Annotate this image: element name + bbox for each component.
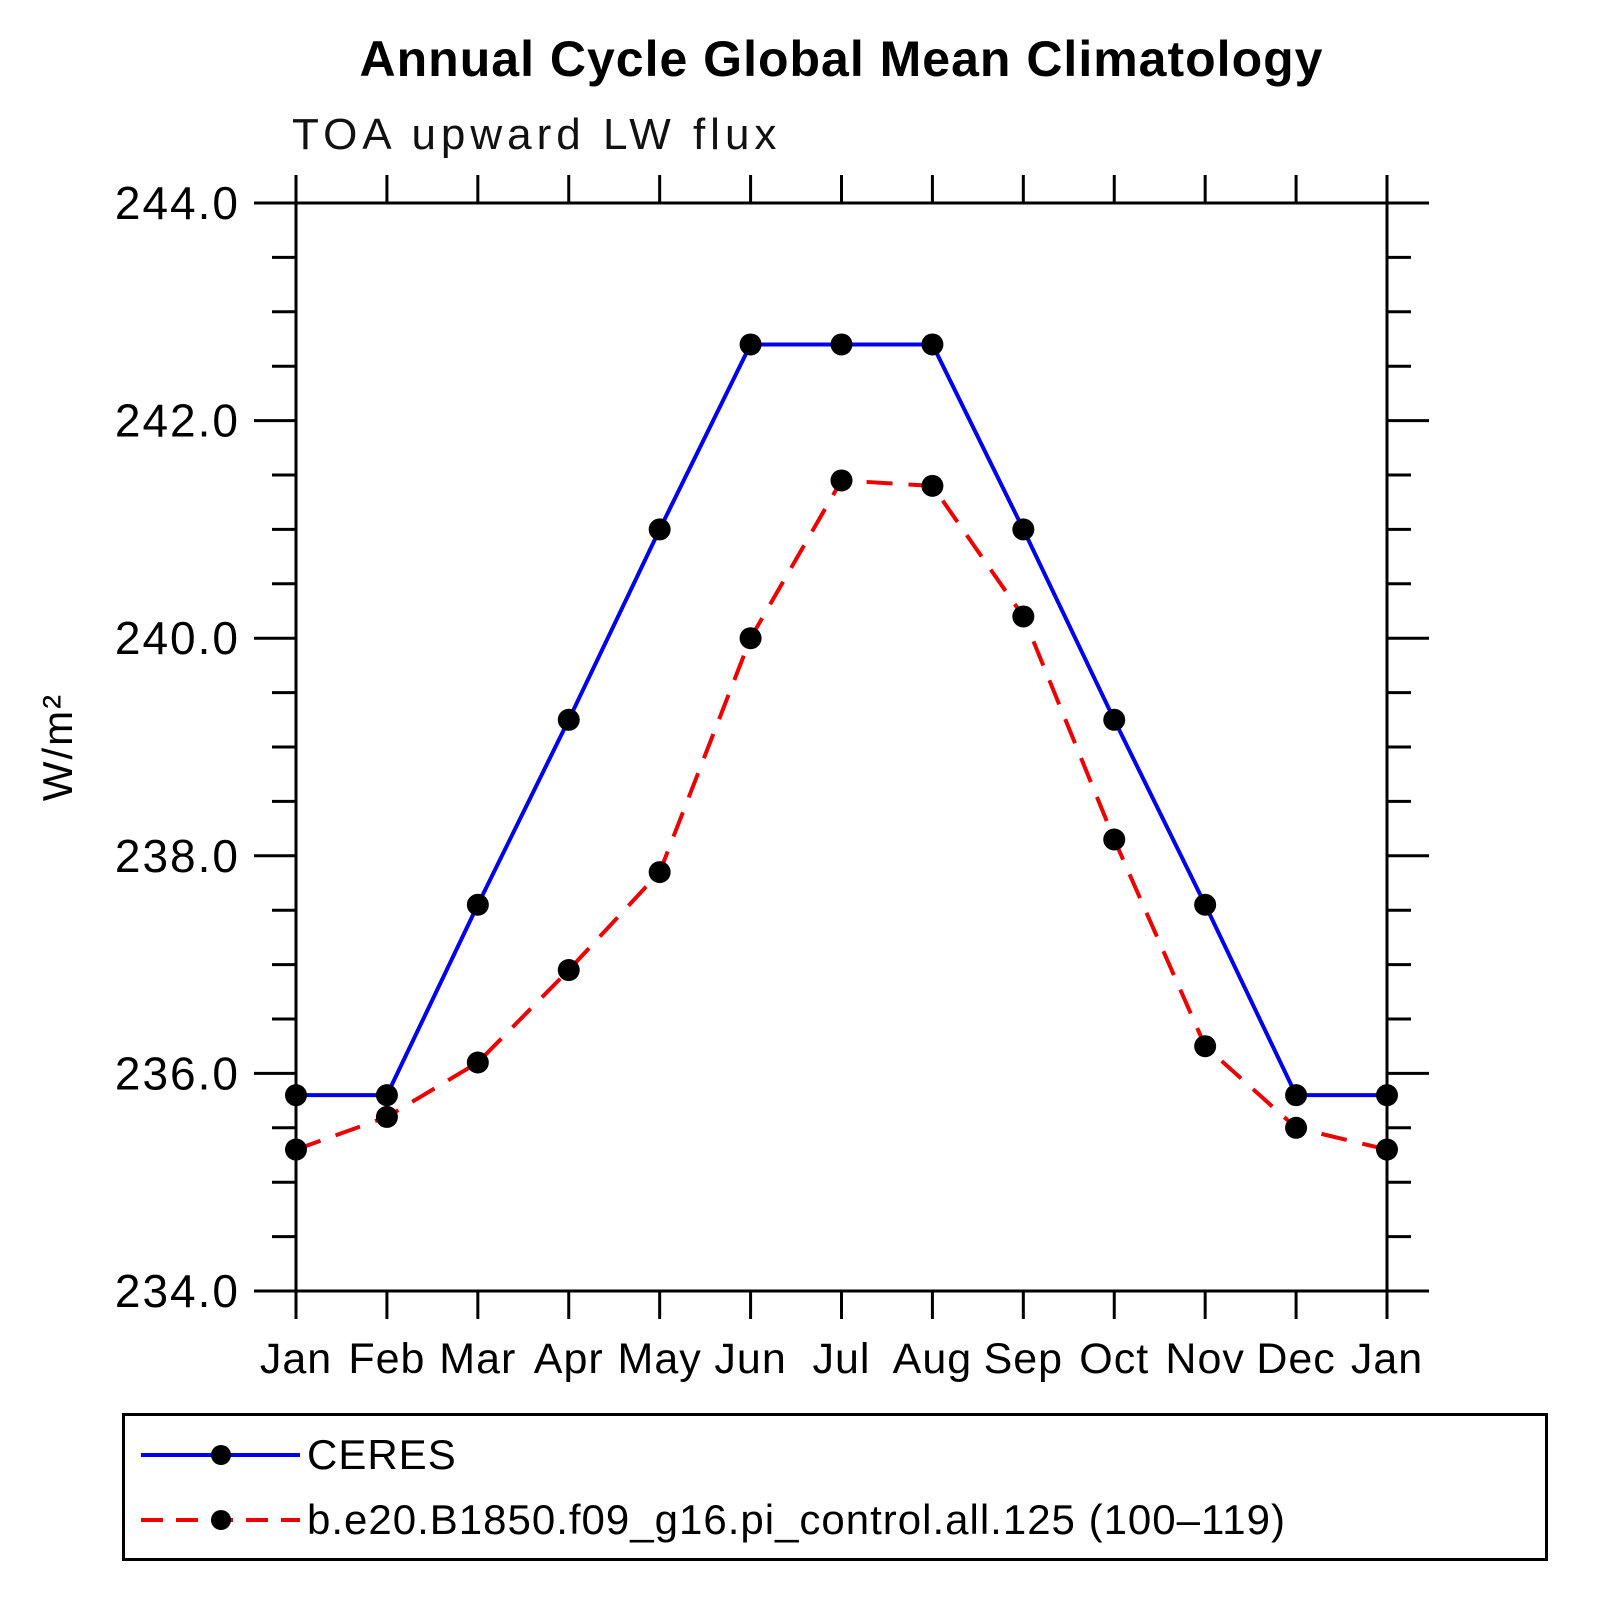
svg-text:Feb: Feb	[348, 1335, 425, 1383]
legend-label-model: b.e20.B1850.f09_g16.pi_control.all.125 (…	[307, 1495, 1286, 1543]
y-ticks	[254, 201, 1429, 1293]
y-axis-title: W/m²	[34, 693, 81, 801]
svg-text:Oct: Oct	[1079, 1335, 1149, 1383]
svg-text:Jan: Jan	[1351, 1335, 1423, 1383]
legend-line-ceres-icon	[141, 1444, 300, 1465]
legend-box: CERES b.e20.B1850.f09_g16.pi_control.all…	[122, 1413, 1548, 1561]
legend-line-model-icon	[141, 1509, 300, 1530]
svg-text:242.0: 242.0	[115, 395, 240, 447]
svg-text:May: May	[618, 1335, 702, 1383]
y-tick-labels: 244.0 242.0 240.0 238.0 236.0 234.0	[115, 177, 240, 1317]
month-ticks	[385, 175, 1298, 1319]
svg-text:Apr: Apr	[534, 1335, 604, 1383]
svg-text:240.0: 240.0	[115, 612, 240, 664]
svg-text:Nov: Nov	[1165, 1335, 1244, 1383]
svg-text:Jun: Jun	[714, 1335, 786, 1383]
svg-text:Sep: Sep	[984, 1335, 1064, 1383]
svg-text:Mar: Mar	[439, 1335, 516, 1383]
legend-label-ceres: CERES	[307, 1430, 457, 1478]
svg-text:Jul: Jul	[813, 1335, 871, 1383]
legend-row-ceres: CERES	[137, 1427, 1545, 1483]
series-line-model	[295, 478, 1388, 1152]
chart-subtitle: TOA upward LW flux	[292, 110, 782, 159]
svg-text:234.0: 234.0	[115, 1265, 240, 1317]
chart-title: Annual Cycle Global Mean Climatology	[359, 31, 1324, 87]
svg-text:236.0: 236.0	[115, 1047, 240, 1099]
svg-text:Aug: Aug	[893, 1335, 973, 1383]
svg-text:Jan: Jan	[260, 1335, 332, 1383]
svg-text:Dec: Dec	[1256, 1335, 1335, 1383]
series-line-ceres	[296, 342, 1387, 1098]
svg-text:238.0: 238.0	[115, 830, 240, 882]
legend-row-model: b.e20.B1850.f09_g16.pi_control.all.125 (…	[137, 1492, 1545, 1548]
x-tick-labels: Jan Feb Mar Apr May Jun Jul Aug Sep Oct Nov Dec Jan	[260, 1335, 1423, 1383]
svg-text:244.0: 244.0	[115, 177, 240, 229]
data-point-markers	[285, 333, 1398, 1161]
